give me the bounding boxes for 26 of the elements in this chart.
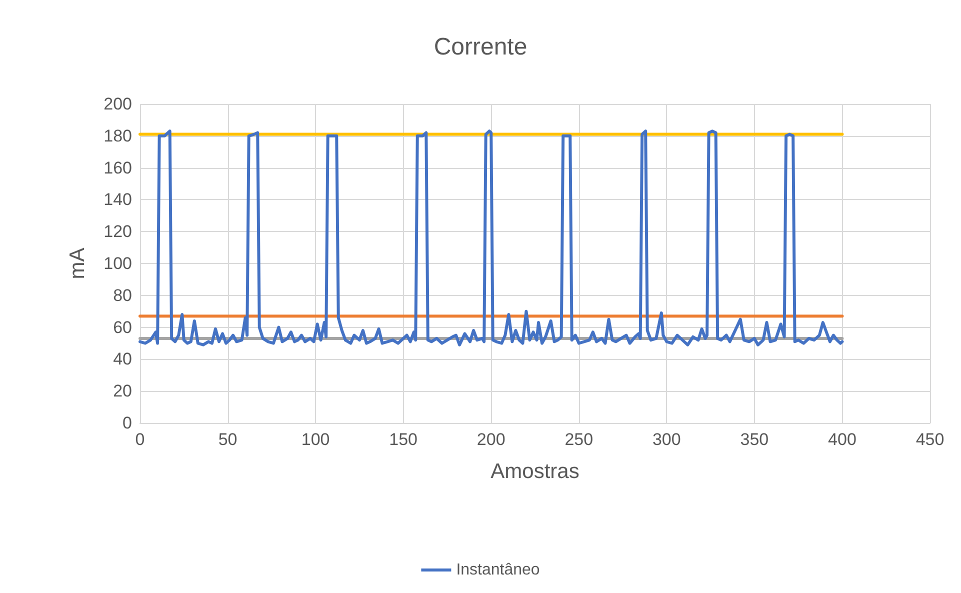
x-tick-label: 0 [135, 430, 145, 449]
chart-title: Corrente [434, 34, 528, 60]
y-tick-label: 40 [113, 350, 132, 369]
y-tick-label: 20 [113, 382, 132, 401]
y-tick-label: 0 [122, 414, 132, 432]
x-tick-label: 450 [916, 430, 944, 449]
x-tick-label: 250 [564, 430, 594, 449]
x-tick-label: 100 [301, 430, 330, 449]
x-tick-label: 300 [652, 430, 681, 449]
y-tick-label: 200 [104, 94, 132, 114]
line-series [138, 130, 844, 346]
y-tick-label: 160 [104, 158, 132, 178]
y-tick-label: 120 [104, 222, 132, 242]
y-tick-label: 100 [104, 254, 132, 273]
y-tick-label: 180 [104, 126, 132, 146]
x-tick-label: 150 [389, 430, 418, 449]
y-axis-title: mA [66, 248, 89, 280]
x-tick-label: 400 [828, 430, 856, 449]
x-tick-label: 200 [476, 430, 506, 449]
x-tick-label: 350 [740, 430, 769, 449]
x-axis-title: Amostras [490, 460, 580, 483]
x-tick-label: 50 [218, 430, 238, 449]
y-tick-label: 60 [113, 318, 132, 337]
legend-label: Instantâneo [456, 562, 540, 578]
y-tick-label: 80 [113, 286, 132, 305]
y-tick-label: 140 [104, 190, 132, 210]
